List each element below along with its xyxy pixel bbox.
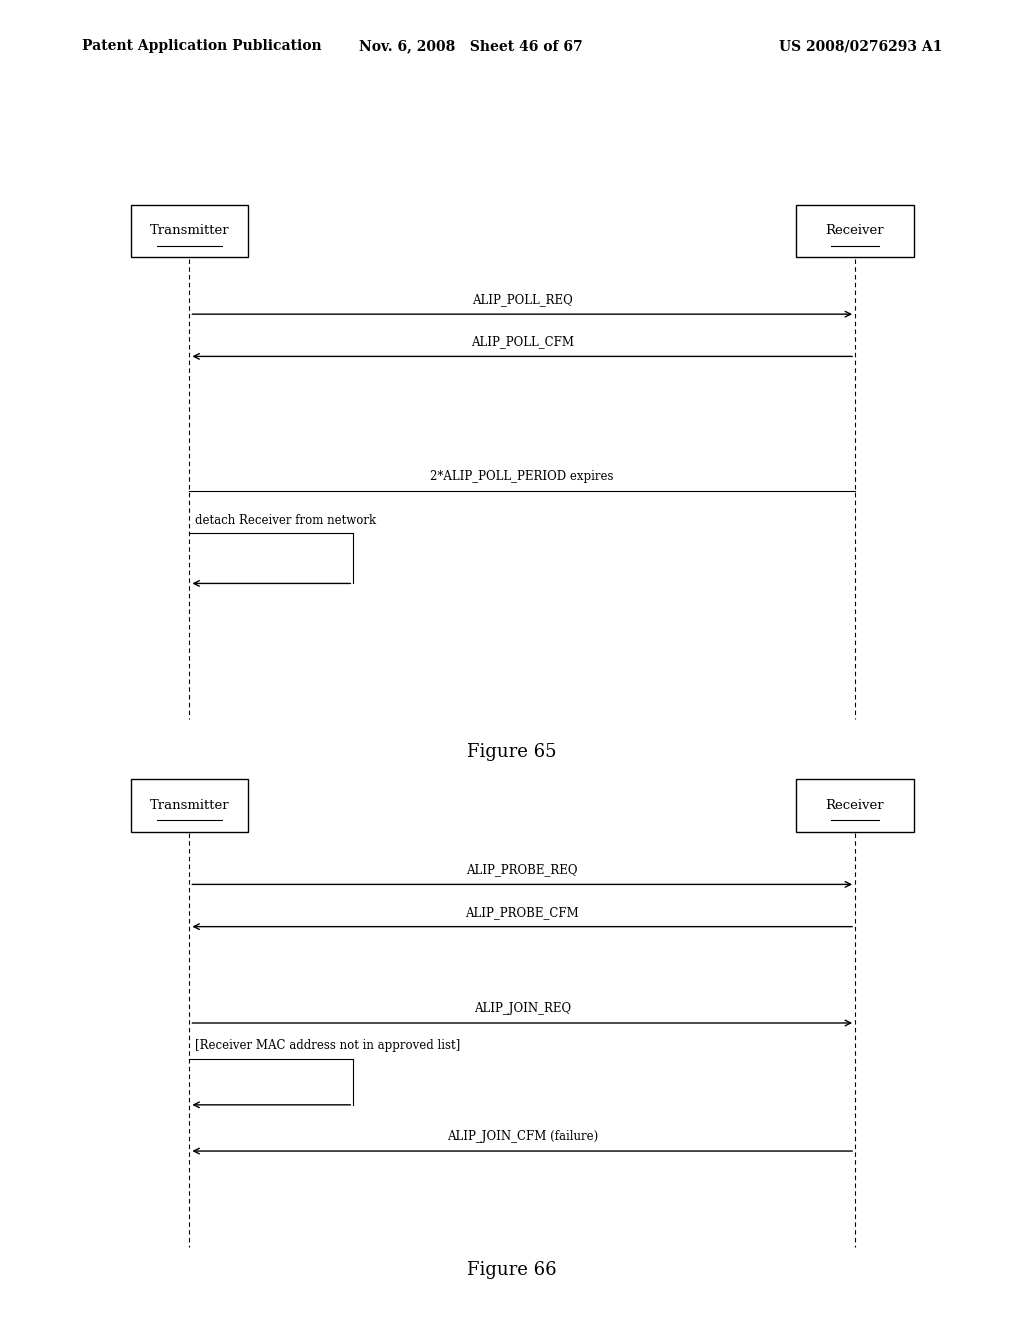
Text: Transmitter: Transmitter bbox=[150, 799, 229, 812]
Text: US 2008/0276293 A1: US 2008/0276293 A1 bbox=[778, 40, 942, 53]
Text: Transmitter: Transmitter bbox=[150, 224, 229, 238]
Text: ALIP_POLL_REQ: ALIP_POLL_REQ bbox=[472, 293, 572, 306]
Text: Figure 66: Figure 66 bbox=[467, 1261, 557, 1279]
Text: Nov. 6, 2008   Sheet 46 of 67: Nov. 6, 2008 Sheet 46 of 67 bbox=[359, 40, 583, 53]
Text: ALIP_POLL_CFM: ALIP_POLL_CFM bbox=[471, 335, 573, 348]
Text: Patent Application Publication: Patent Application Publication bbox=[82, 40, 322, 53]
Text: detach Receiver from network: detach Receiver from network bbox=[195, 513, 376, 527]
Text: Receiver: Receiver bbox=[825, 799, 885, 812]
Text: ALIP_PROBE_REQ: ALIP_PROBE_REQ bbox=[467, 863, 578, 876]
Bar bbox=[131, 205, 248, 257]
Text: 2*ALIP_POLL_PERIOD expires: 2*ALIP_POLL_PERIOD expires bbox=[430, 470, 614, 483]
Bar bbox=[797, 779, 913, 832]
Text: [Receiver MAC address not in approved list]: [Receiver MAC address not in approved li… bbox=[195, 1039, 460, 1052]
Bar bbox=[131, 779, 248, 832]
Bar bbox=[797, 205, 913, 257]
Text: ALIP_PROBE_CFM: ALIP_PROBE_CFM bbox=[465, 906, 580, 919]
Text: ALIP_JOIN_REQ: ALIP_JOIN_REQ bbox=[474, 1002, 570, 1015]
Text: ALIP_JOIN_CFM (failure): ALIP_JOIN_CFM (failure) bbox=[446, 1130, 598, 1143]
Text: Receiver: Receiver bbox=[825, 224, 885, 238]
Text: Figure 65: Figure 65 bbox=[467, 743, 557, 762]
